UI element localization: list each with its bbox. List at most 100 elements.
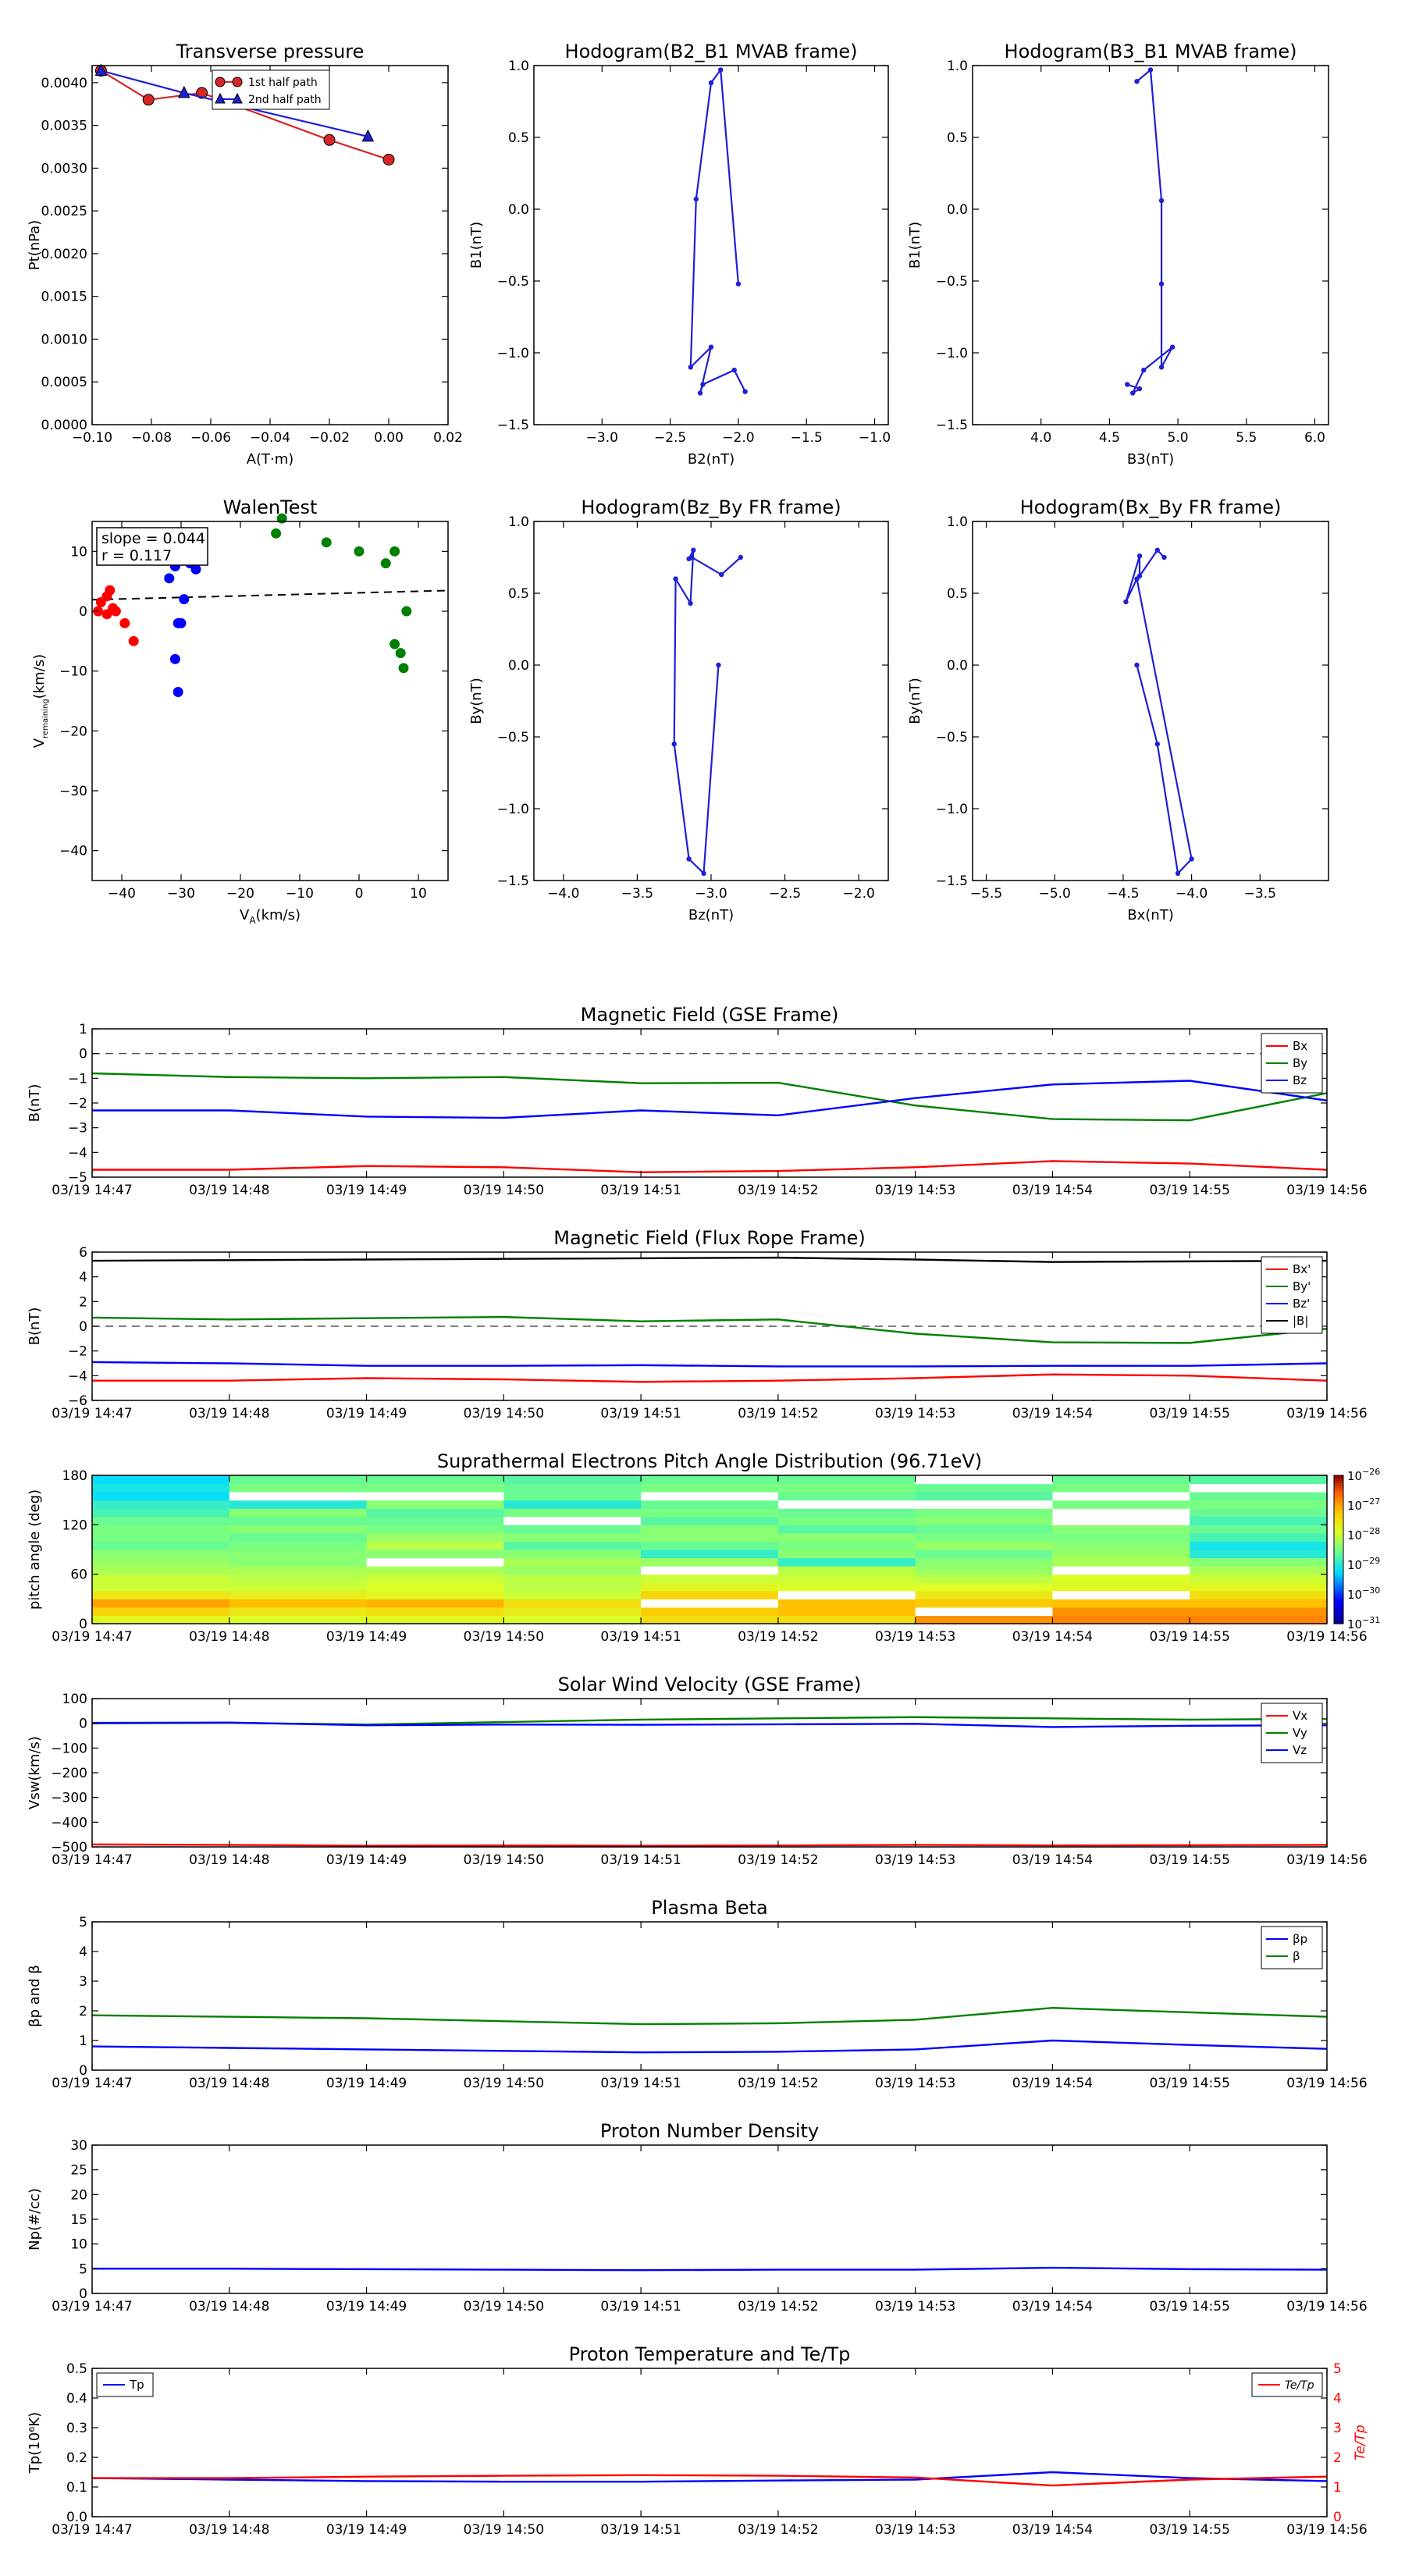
colorbar-cell — [1334, 1502, 1343, 1506]
heatmap-cell — [777, 1475, 916, 1485]
data-point — [1158, 281, 1165, 286]
plot-title: Plasma Beta — [651, 1897, 767, 1919]
heatmap-cell — [366, 1599, 504, 1608]
data-point — [738, 554, 744, 560]
heatmap-cell — [229, 1582, 368, 1592]
colorbar-cell — [1334, 1554, 1343, 1558]
heatmap-cell — [1190, 1615, 1328, 1624]
heatmap-cell — [915, 1500, 1054, 1509]
colorbar-cell — [1334, 1478, 1343, 1481]
x-tick-label: 03/19 14:48 — [189, 2076, 269, 2091]
x-tick-label: 03/19 14:47 — [52, 1852, 132, 1868]
series-line — [91, 1072, 1328, 1122]
data-point — [742, 389, 748, 394]
colorbar-cell — [1334, 1532, 1343, 1535]
heatmap-cell — [1190, 1541, 1328, 1550]
heatmap-cell — [1052, 1500, 1190, 1509]
heatmap-cell — [366, 1606, 504, 1617]
data-point — [94, 63, 108, 76]
x-tick-label: −20 — [226, 886, 254, 902]
heatmap-cell — [641, 1532, 779, 1542]
data-point — [1158, 365, 1165, 370]
heatmap-cell — [503, 1500, 642, 1509]
plot-title: Proton Temperature and Te/Tp — [569, 2343, 851, 2365]
heatmap-cell — [777, 1550, 916, 1559]
colorbar-tick-label: 10−29 — [1347, 1556, 1380, 1572]
heatmap-cell — [366, 1582, 504, 1592]
colorbar-cell — [1334, 1500, 1343, 1503]
colorbar-cell — [1334, 1539, 1343, 1543]
colorbar-frame — [1333, 1475, 1344, 1624]
heatmap-cell — [92, 1574, 230, 1583]
legend-label: Bz' — [1293, 1297, 1310, 1311]
annotation-box — [96, 527, 208, 566]
x-tick-label: −3.0 — [695, 886, 727, 902]
x-axis-label: A(T·m) — [247, 451, 294, 468]
y-tick-label: −500 — [51, 1840, 87, 1856]
heatmap-cell — [1190, 1483, 1328, 1493]
y-tick-label: 0 — [79, 2063, 87, 2079]
plot-frame — [91, 1475, 1328, 1624]
panel-hodo_b3b1: Hodogram(B3_B1 MVAB frame) −1.5 −1.0 −0.5 0.… — [907, 41, 1329, 468]
x-tick-label: 03/19 14:50 — [464, 1629, 544, 1645]
series-line — [91, 2006, 1328, 2026]
x-tick-label: 03/19 14:51 — [600, 1852, 681, 1868]
x-tick-label: 03/19 14:53 — [875, 1183, 955, 1198]
heatmap-cell — [641, 1606, 779, 1617]
heatmap-cell — [915, 1475, 1054, 1485]
x-tick-label: −1.0 — [859, 430, 891, 446]
y-tick-label: −4 — [68, 1368, 87, 1384]
data-point — [1136, 553, 1143, 559]
x-tick-label: 03/19 14:52 — [738, 1406, 818, 1421]
x-tick-label: −10 — [286, 886, 314, 902]
y-tick-label: 0 — [79, 604, 87, 620]
colorbar-cell — [1334, 1614, 1343, 1617]
heatmap-cell — [641, 1500, 779, 1509]
y2-axis-label: Te/Tp — [1353, 2425, 1368, 2460]
x-tick-label: −3.5 — [1244, 886, 1276, 902]
x-tick-label: −4.0 — [547, 886, 579, 902]
series-line — [91, 1361, 1328, 1368]
x-tick-label: 03/19 14:50 — [464, 2299, 544, 2314]
colorbar-cell — [1334, 1571, 1343, 1575]
legend-label: By — [1293, 1056, 1307, 1070]
y-tick-label: 0.0 — [508, 202, 529, 218]
slope-text: slope = 0.044 — [101, 530, 205, 547]
series-line — [1126, 68, 1174, 396]
colorbar-cell — [1334, 1564, 1343, 1567]
data-point — [176, 617, 187, 628]
colorbar-cell — [1334, 1591, 1343, 1595]
x-tick-label: 03/19 14:54 — [1012, 2299, 1093, 2314]
data-point — [395, 648, 406, 659]
x-axis-label: Bx(nT) — [1127, 907, 1173, 923]
series-line — [92, 2266, 1328, 2272]
x-tick-label: 03/19 14:49 — [326, 1406, 407, 1421]
data-point — [716, 662, 721, 668]
legend-box — [1261, 1703, 1323, 1763]
heatmap-cell — [1052, 1557, 1190, 1567]
heatmap-cell — [1052, 1615, 1190, 1624]
heatmap-cell — [777, 1508, 916, 1517]
colorbar-cell — [1334, 1490, 1343, 1493]
plot-title: Solar Wind Velocity (GSE Frame) — [558, 1674, 862, 1695]
colorbar-cell — [1334, 1579, 1343, 1582]
heatmap-cell — [503, 1582, 642, 1592]
plot-title: Transverse pressure — [176, 41, 365, 62]
heatmap-cell — [777, 1606, 916, 1617]
y-tick-label: −6 — [68, 1393, 87, 1409]
data-point — [718, 67, 724, 73]
colorbar-cell — [1334, 1514, 1343, 1518]
heatmap-cell — [641, 1508, 779, 1517]
heatmap-cell — [503, 1492, 642, 1501]
y-tick-label: 25 — [70, 2163, 87, 2179]
colorbar-cell — [1334, 1527, 1343, 1531]
y-tick-label: 60 — [70, 1567, 87, 1583]
heatmap-cell — [641, 1475, 779, 1485]
heatmap-cell — [503, 1557, 642, 1567]
plot-title: WalenTest — [223, 496, 318, 518]
plot-frame — [91, 1028, 1328, 1178]
panel-hodo_bzby: Hodogram(Bz_By FR frame) −1.5 −1.0 −0.5 0.0 0… — [468, 496, 889, 923]
colorbar-cell — [1334, 1601, 1343, 1605]
data-point — [1175, 870, 1181, 877]
heatmap-cell — [503, 1516, 642, 1525]
